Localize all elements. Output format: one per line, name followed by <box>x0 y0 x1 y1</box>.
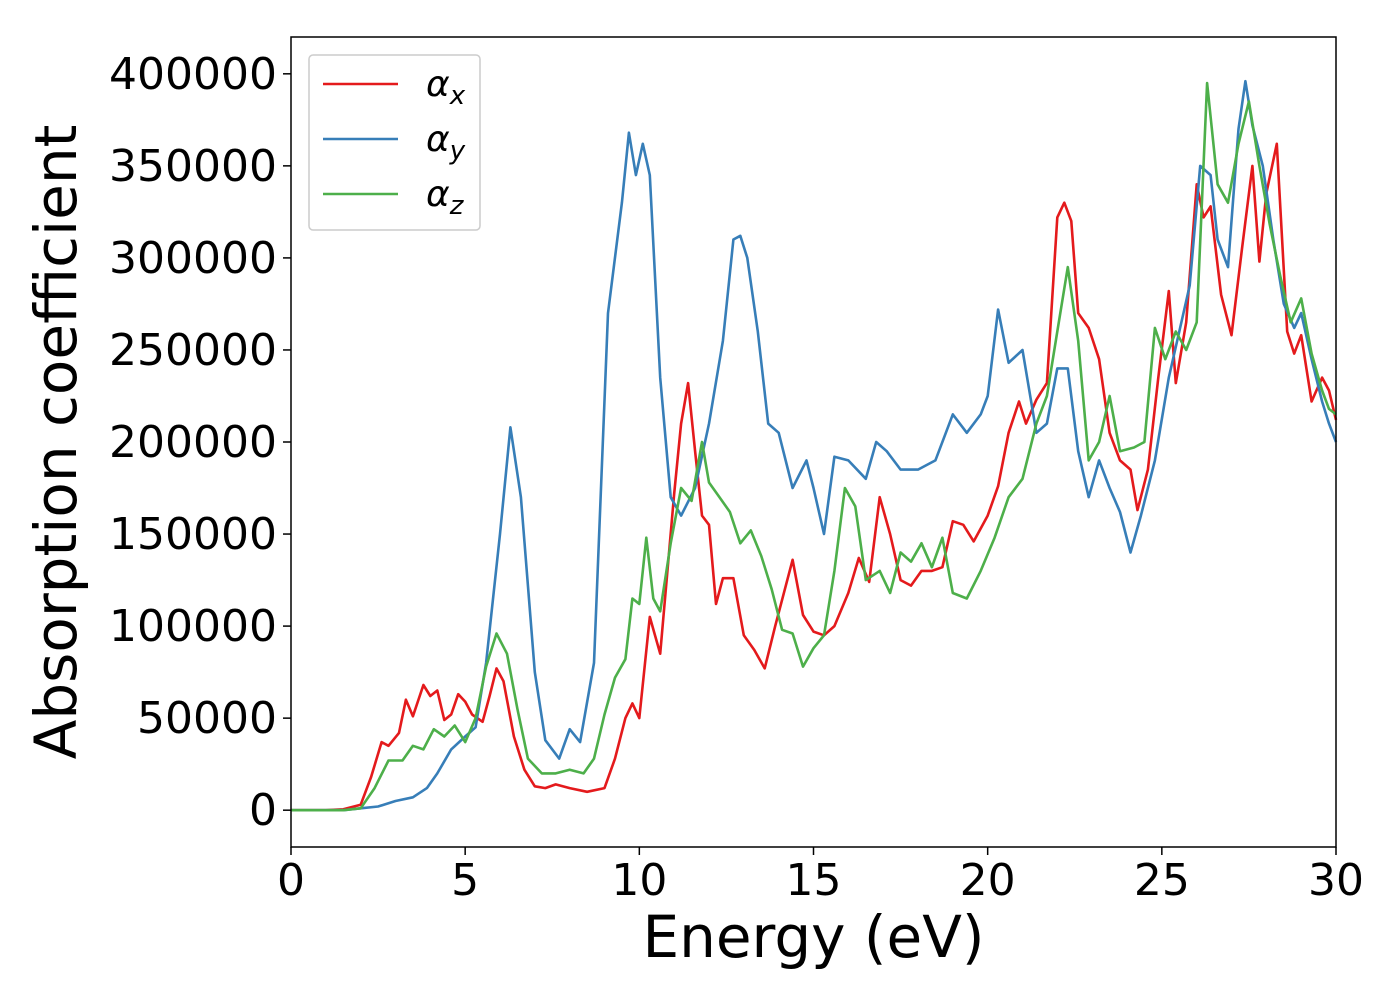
y-axis-label: Absorption coefficient <box>22 125 90 760</box>
y-tick-label: 100000 <box>109 601 277 652</box>
y-tick-label: 400000 <box>109 49 277 100</box>
series-line-x <box>291 142 1338 812</box>
y-tick-label: 0 <box>249 785 277 836</box>
legend-label-x: αx <box>426 64 466 111</box>
y-axis: 0 50000 100000 150000 200000 250000 300000 3500… <box>109 49 291 836</box>
x-axis: 0 5 10 15 20 25 30 <box>277 847 1364 906</box>
y-tick-label: 50000 <box>137 693 277 744</box>
x-axis-label: Energy (eV) <box>642 903 984 971</box>
y-tick-label: 350000 <box>109 141 277 192</box>
x-tick-label: 5 <box>451 855 479 906</box>
series-layer <box>291 79 1338 812</box>
y-tick-label: 250000 <box>109 325 277 376</box>
x-tick-label: 0 <box>277 855 305 906</box>
x-tick-label: 25 <box>1134 855 1190 906</box>
x-tick-label: 20 <box>960 855 1016 906</box>
legend: αx αy αz <box>308 54 481 231</box>
x-tick-label: 30 <box>1308 855 1364 906</box>
y-tick-label: 300000 <box>109 233 277 284</box>
legend-box <box>308 54 481 231</box>
y-tick-label: 200000 <box>109 417 277 468</box>
series-line-z <box>291 81 1337 812</box>
y-tick-label: 150000 <box>109 509 277 560</box>
x-tick-label: 15 <box>786 855 842 906</box>
x-tick-label: 10 <box>611 855 667 906</box>
legend-label-y: αy <box>426 119 466 166</box>
legend-label-z: αz <box>426 174 465 221</box>
